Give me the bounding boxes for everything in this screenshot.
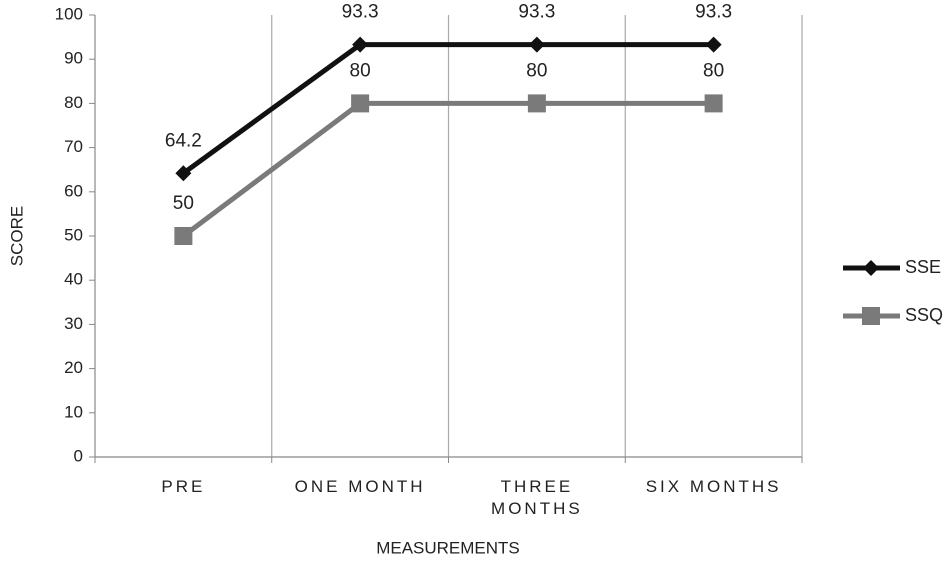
marker [704, 94, 723, 113]
marker [174, 227, 193, 245]
y-tick-label: 100 [55, 4, 83, 23]
y-tick-label: 90 [64, 49, 83, 68]
y-tick-label: 70 [64, 137, 83, 156]
marker [863, 260, 879, 276]
data-label: 80 [703, 60, 724, 81]
marker [175, 165, 192, 182]
series-line [181, 42, 714, 176]
marker [352, 36, 369, 53]
marker [528, 36, 545, 53]
y-tick-label: 0 [74, 446, 83, 465]
y-axis-title: SCORE [7, 206, 26, 266]
marker [705, 36, 722, 53]
data-label: 93.3 [518, 2, 555, 23]
y-tick-label: 20 [64, 358, 83, 377]
x-tick-label: SIX MONTHS [645, 477, 782, 496]
x-axis-title: MEASUREMENTS [376, 538, 520, 557]
y-tick-label: 40 [64, 270, 83, 289]
y-tick-label: 80 [64, 93, 83, 112]
series-line [181, 100, 714, 238]
data-label: 93.3 [342, 2, 379, 23]
data-label: 93.3 [695, 2, 732, 23]
data-label: 50 [173, 193, 194, 214]
marker [351, 94, 370, 113]
x-tick-label: ONE MONTH [294, 477, 426, 496]
y-tick-label: 50 [64, 225, 83, 244]
x-tick-label: THREE MONTHS [491, 477, 583, 518]
legend-label: SSQ [905, 305, 943, 325]
data-label: 80 [350, 60, 371, 81]
x-tick-label: PRE [161, 477, 206, 496]
y-tick-label: 30 [64, 314, 83, 333]
marker [862, 307, 880, 325]
legend-label: SSE [905, 257, 941, 277]
y-tick-label: 10 [64, 402, 83, 421]
data-label: 64.2 [165, 130, 202, 151]
y-tick-label: 60 [64, 181, 83, 200]
data-label: 80 [526, 60, 547, 81]
marker [527, 94, 546, 113]
